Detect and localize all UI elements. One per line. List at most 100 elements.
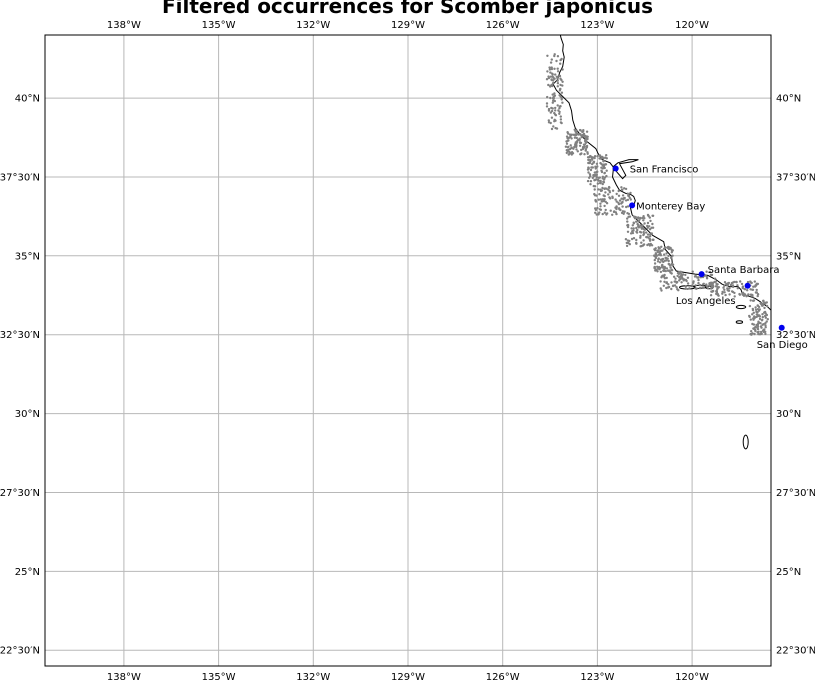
occurrence-point <box>575 129 578 132</box>
occurrence-point <box>546 54 549 57</box>
occurrence-point <box>552 81 555 85</box>
occurrence-point <box>755 326 758 329</box>
occurrence-point <box>587 158 590 162</box>
occurrence-point <box>639 245 642 248</box>
occurrence-point <box>740 282 744 286</box>
occurrence-point <box>648 244 652 247</box>
occurrence-point <box>663 273 666 277</box>
city-markers: San Francisco Monterey Bay Santa Barbara Lo… <box>612 165 808 351</box>
occurrence-point <box>550 78 553 81</box>
map-title: Filtered occurrences for Scomber japonic… <box>161 0 654 18</box>
occurrence-point <box>694 287 697 290</box>
occurrence-point <box>546 70 549 73</box>
occurrence-point <box>753 280 756 283</box>
occurrence-point <box>578 128 582 132</box>
occurrence-point <box>568 133 572 136</box>
occurrence-point <box>656 270 659 273</box>
occurrence-point <box>759 330 763 334</box>
occurrence-point <box>586 179 590 183</box>
occurrence-point <box>555 127 559 130</box>
occurrence-point <box>635 238 638 242</box>
occurrence-point <box>723 281 727 284</box>
occurrence-point <box>665 252 668 255</box>
occurrence-point <box>701 283 705 286</box>
lat-tick-label-right: 35°N <box>776 251 801 262</box>
occurrence-point <box>758 308 761 311</box>
occurrence-point <box>579 133 582 136</box>
occurrence-point <box>754 329 757 333</box>
occurrence-point <box>566 137 569 140</box>
occurrence-point <box>561 84 564 87</box>
occurrence-point <box>756 293 760 296</box>
occurrence-point <box>635 226 638 230</box>
occurrence-point <box>754 308 758 311</box>
occurrence-point <box>670 251 673 254</box>
occurrence-point <box>669 246 672 250</box>
lat-tick-label-right: 25°N <box>776 567 801 578</box>
occurrence-point <box>678 279 681 282</box>
occurrence-point <box>570 137 573 140</box>
occurrence-point <box>741 291 745 294</box>
occurrence-point <box>730 281 734 285</box>
occurrence-point <box>751 308 755 312</box>
occurrence-point <box>599 205 602 208</box>
occurrence-point <box>558 89 562 92</box>
city-marker <box>778 324 785 331</box>
occurrence-point <box>756 294 759 298</box>
occurrence-point <box>629 232 633 235</box>
occurrence-point <box>764 322 767 325</box>
san-francisco-bay-outline <box>612 159 639 180</box>
city-label: Santa Barbara <box>708 265 780 276</box>
occurrence-point <box>597 198 600 201</box>
occurrence-point <box>651 222 654 226</box>
occurrence-point <box>551 73 554 76</box>
occurrence-point <box>761 313 764 316</box>
occurrence-point <box>602 194 605 197</box>
occurrence-point <box>665 276 668 280</box>
occurrence-point <box>601 198 605 201</box>
lon-tick-label-top: 123°W <box>580 20 614 31</box>
occurrence-point <box>723 284 726 287</box>
occurrence-point <box>654 269 657 272</box>
occurrence-point <box>656 260 660 263</box>
occurrence-point <box>552 79 555 82</box>
occurrence-point <box>665 281 668 284</box>
occurrence-point <box>632 215 636 218</box>
occurrence-point <box>623 187 626 190</box>
occurrence-point <box>630 227 633 230</box>
occurrence-point <box>626 223 630 227</box>
occurrence-point <box>621 194 625 197</box>
occurrence-point <box>656 265 659 268</box>
occurrence-point <box>653 258 656 262</box>
occurrence-point <box>746 289 749 292</box>
occurrence-point <box>631 230 634 233</box>
occurrence-point <box>559 83 562 87</box>
occurrence-point <box>691 270 694 273</box>
occurrence-point <box>666 257 669 260</box>
occurrence-point <box>635 242 638 245</box>
occurrence-point <box>567 139 570 142</box>
occurrence-point <box>605 169 608 172</box>
occurrence-point <box>553 111 556 115</box>
occurrence-point <box>764 324 767 327</box>
occurrence-point <box>663 280 666 283</box>
occurrence-point <box>595 176 598 179</box>
occurrence-point <box>556 67 559 70</box>
occurrence-point <box>604 191 607 194</box>
occurrence-point <box>746 280 750 284</box>
occurrence-point <box>730 290 734 293</box>
city-label: Monterey Bay <box>636 201 705 212</box>
occurrence-point <box>697 281 700 285</box>
occurrence-point <box>657 249 660 252</box>
occurrence-point <box>590 166 593 169</box>
occurrence-point <box>553 118 556 122</box>
coastline <box>552 35 771 450</box>
occurrence-point <box>728 293 731 296</box>
occurrence-point <box>554 73 557 76</box>
occurrence-point <box>749 318 752 321</box>
occurrence-point <box>750 281 753 285</box>
occurrence-point <box>639 224 643 227</box>
city-marker <box>744 282 751 289</box>
occurrence-point <box>671 249 674 252</box>
